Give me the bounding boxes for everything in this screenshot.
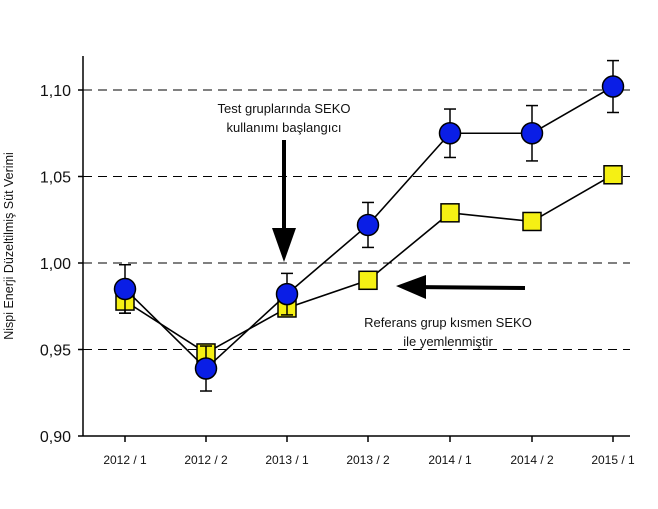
circle-marker [356,213,380,237]
annotation-reference-line-2: ile yemlenmiştir [403,334,493,349]
series [113,59,625,392]
y-ticks: 0,90 0,95 1,00 1,05 1,10 [40,83,83,446]
series-0 [113,59,625,392]
annotation-down-arrow-head [272,228,296,262]
annotation-reference-line-1: Referans grup kısmen SEKO [364,315,532,330]
annotation-left-arrow-shaft [409,285,526,290]
y-tick-label: 0,95 [40,343,71,360]
series-1 [115,165,623,363]
circle-marker [275,282,299,306]
x-tick-label: 2013 / 2 [346,453,390,467]
x-tick-label: 2012 / 2 [184,453,228,467]
axes [82,56,630,437]
gridlines [83,89,630,350]
x-tick-label: 2014 / 2 [510,453,554,467]
square-marker [522,211,542,232]
y-tick-label: 1,05 [40,170,71,187]
x-tick-label: 2015 / 1 [591,453,635,467]
annotation-test-start-line-1: Test gruplarında SEKO [218,101,351,116]
annotations: Test gruplarında SEKO kullanımı başlangı… [218,101,532,349]
annotation-test-start-line-2: kullanımı başlangıcı [227,120,342,135]
square-marker [358,270,378,291]
x-tick-label: 2012 / 1 [103,453,147,467]
y-tick-label: 0,90 [40,429,71,446]
y-axis-label: Nispi Enerji Düzeltilmiş Süt Verimi [2,152,16,340]
circle-marker [438,122,462,145]
circle-marker [113,277,137,301]
circle-marker [520,122,544,145]
circle-marker [194,357,218,380]
annotation-left-arrow-head [396,275,426,299]
x-tick-label: 2014 / 1 [428,453,472,467]
square-marker [440,203,460,223]
x-ticks: 2012 / 1 2012 / 2 2013 / 1 2013 / 2 2014 / 1… [103,436,635,467]
square-marker [603,165,623,185]
circle-marker [601,75,625,98]
y-tick-label: 1,00 [40,256,71,273]
y-tick-label: 1,10 [40,83,71,100]
x-tick-label: 2013 / 1 [265,453,309,467]
